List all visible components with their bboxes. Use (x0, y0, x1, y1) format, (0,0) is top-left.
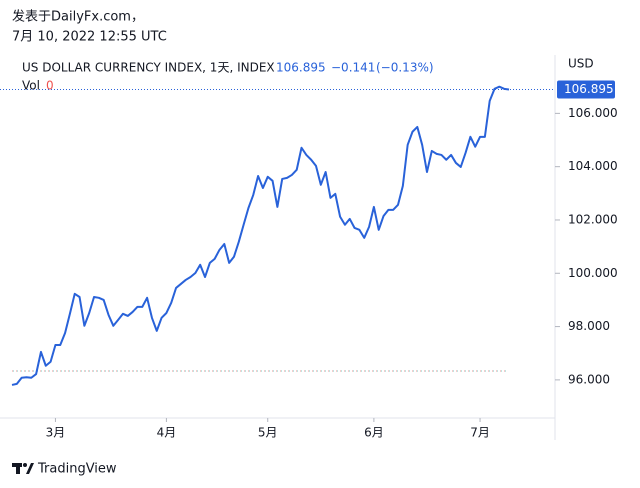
y-tick-label: 102.000 (568, 212, 618, 226)
x-tick-label: 6月 (364, 426, 384, 440)
legend-title: US DOLLAR CURRENCY INDEX, 1天, INDEX (22, 61, 275, 75)
volume-label: Vol (22, 79, 40, 93)
currency: USD (568, 57, 594, 71)
y-tick-label: 96.000 (568, 372, 610, 386)
x-tick-label: 7月 (470, 426, 490, 440)
legend-change: −0.141 (331, 61, 375, 75)
source: 发表于DailyFx.com， (12, 9, 144, 25)
x-tick-label: 4月 (157, 426, 177, 440)
y-tick-label: 100.000 (568, 266, 618, 280)
last-price-label: 106.895 (564, 82, 614, 96)
x-tick-label: 5月 (258, 426, 278, 440)
y-tick-label: 106.000 (568, 106, 618, 120)
last-price-box (557, 80, 615, 99)
legend-change-pct: (−0.13%) (376, 61, 434, 75)
timestamp: 7月 10, 2022 12:55 UTC (12, 30, 167, 45)
y-tick-label: 104.000 (568, 159, 618, 173)
legend-price: 106.895 (276, 61, 326, 75)
price-line (11, 85, 510, 386)
y-tick-label: 98.000 (568, 319, 610, 333)
tv-logo (12, 463, 34, 474)
brand: TradingView (37, 462, 117, 477)
x-tick-label: 3月 (46, 426, 66, 440)
volume-value: 0 (46, 79, 54, 93)
